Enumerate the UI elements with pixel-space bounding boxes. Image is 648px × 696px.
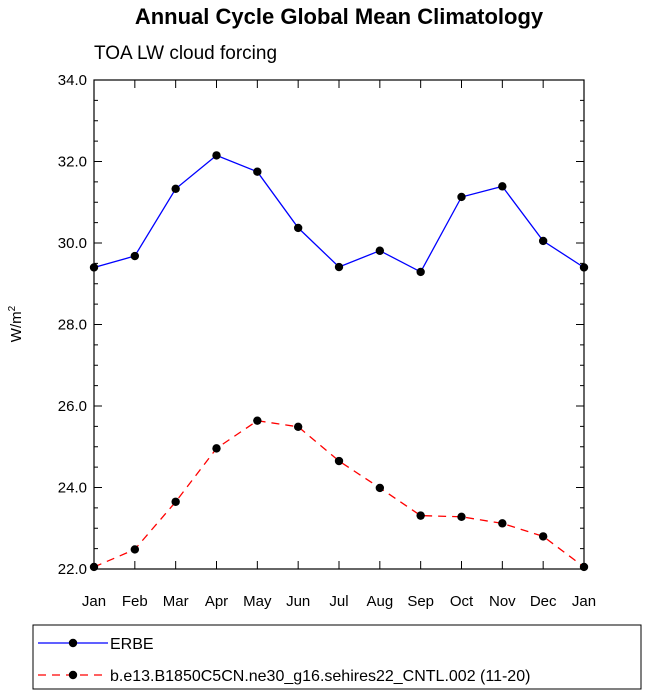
series-2-point [416, 511, 425, 520]
legend-items: ERBE b.e13.B1850C5CN.ne30_g16.sehires22_C… [38, 636, 530, 685]
y-axis-label: W/m2 [7, 305, 25, 342]
tick-labels: 22.0 24.0 26.0 28.0 30.0 32.0 34.0 Jan Feb Mar Apr… [58, 72, 596, 610]
series-1-point [457, 192, 466, 202]
series-1-point [253, 167, 262, 176]
series-line-1 [93, 154, 585, 273]
x-tick-label: Apr [205, 593, 228, 610]
x-tick-label: May [243, 593, 272, 610]
series-2-point [334, 456, 344, 466]
x-tick-label: Jul [329, 593, 348, 610]
x-tick-label: Oct [450, 593, 474, 610]
series-1-point [130, 251, 140, 261]
series-line-2 [93, 420, 585, 568]
series-2-point [293, 422, 303, 431]
series-2-point [375, 483, 385, 493]
plot-frame [93, 79, 585, 570]
series-2-point [253, 416, 262, 425]
legend-box [32, 624, 642, 690]
x-tick-label: Nov [489, 593, 516, 610]
x-tick-label: Jun [286, 593, 310, 610]
x-tick-label: Dec [530, 593, 557, 610]
legend: ERBE b.e13.B1850C5CN.ne30_g16.sehires22_C… [32, 624, 642, 690]
series-2-point [212, 444, 221, 453]
y-tick-label: 32.0 [58, 154, 87, 171]
series-2-point [130, 545, 140, 554]
series-2-point [538, 532, 548, 541]
series-1-point [293, 223, 303, 233]
series-1-point [498, 182, 507, 191]
legend-label-2: b.e13.B1850C5CN.ne30_g16.sehires22_CNTL.… [110, 668, 530, 685]
y-tick-label: 22.0 [58, 561, 87, 578]
series-1-point [538, 236, 548, 246]
series-1-point [212, 151, 221, 160]
legend-label-1: ERBE [110, 636, 154, 653]
chart-title: Annual Cycle Global Mean Climatology [135, 4, 544, 29]
y-tick-label: 30.0 [58, 235, 87, 252]
legend-marker-2 [68, 670, 78, 680]
y-tick-label: 26.0 [58, 398, 87, 415]
series-2-point [457, 512, 466, 522]
axis-ticks [93, 79, 585, 570]
y-tick-label: 24.0 [58, 480, 87, 497]
series-1-point [375, 246, 385, 255]
series-2-point [171, 497, 180, 506]
chart-subtitle: TOA LW cloud forcing [94, 43, 277, 64]
x-tick-label: Jan [572, 593, 596, 610]
x-tick-label: Aug [366, 593, 393, 610]
x-tick-label: Feb [122, 593, 148, 610]
series-1-point [416, 267, 425, 277]
series-1-point [334, 262, 344, 272]
y-axis-label-text: W/m [8, 311, 25, 342]
legend-marker-1 [68, 638, 78, 648]
series-layer [89, 151, 589, 572]
x-tick-label: Mar [163, 593, 189, 610]
y-tick-label: 28.0 [58, 317, 87, 334]
x-tick-label: Jan [82, 593, 106, 610]
series-2-point [498, 519, 507, 528]
y-tick-label: 34.0 [58, 72, 87, 89]
y-axis-label-superscript: 2 [7, 305, 18, 311]
series-1-point [171, 184, 180, 194]
x-tick-label: Sep [407, 593, 434, 610]
